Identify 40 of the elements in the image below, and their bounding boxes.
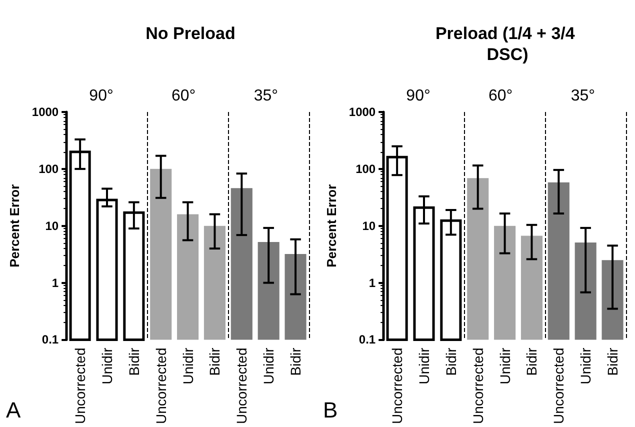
text: A	[6, 398, 21, 422]
y-tick-label: 100	[356, 162, 376, 176]
y-tick-label: 100	[38, 162, 59, 176]
x-tick-label: Unidir	[578, 347, 594, 384]
x-tick-label: Unidir	[416, 347, 432, 384]
text: 60°	[488, 88, 513, 104]
y-tick-label: 0.1	[358, 332, 376, 347]
x-tick-label: Uncorrected	[470, 348, 486, 424]
x-tick-label: Bidir	[206, 347, 223, 376]
y-tick-label: 10	[362, 218, 376, 233]
x-tick-label: Unidir	[260, 347, 277, 384]
text: 90°	[406, 88, 430, 104]
x-tick-label: Bidir	[126, 347, 142, 376]
x-tick-label: Uncorrected	[234, 348, 250, 424]
x-tick-label: Uncorrected	[550, 348, 567, 424]
x-tick-label: Unidir	[180, 347, 196, 384]
y-axis-title: Percent Error	[7, 184, 22, 268]
text: 35°	[254, 88, 278, 104]
y-tick-label: 0.1	[42, 332, 59, 347]
text: 60°	[172, 88, 196, 104]
y-tick-label: 1000	[348, 105, 376, 119]
x-tick-label: Bidir	[524, 347, 540, 376]
x-tick-label: Bidir	[442, 347, 459, 376]
y-tick-label: 1000	[32, 105, 59, 119]
y-axis-title: Percent Error	[324, 184, 339, 268]
x-tick-label: Uncorrected	[152, 348, 169, 424]
y-tick-label: 1	[52, 276, 59, 290]
x-tick-label: Uncorrected	[72, 348, 88, 424]
x-tick-label: Bidir	[604, 347, 621, 376]
text: 35°	[570, 88, 596, 104]
x-tick-label: Uncorrected	[389, 348, 406, 424]
text: 90°	[89, 88, 114, 104]
x-tick-label: Bidir	[288, 347, 304, 376]
text: B	[323, 398, 338, 422]
x-tick-label: Unidir	[496, 347, 513, 384]
x-tick-label: Unidir	[98, 347, 115, 384]
y-tick-label: 10	[45, 218, 59, 233]
chart-title: No Preload	[146, 24, 236, 43]
chart-title: Preload (1/4 + 3/4 DSC)	[435, 24, 580, 64]
y-tick-label: 1	[368, 276, 376, 290]
